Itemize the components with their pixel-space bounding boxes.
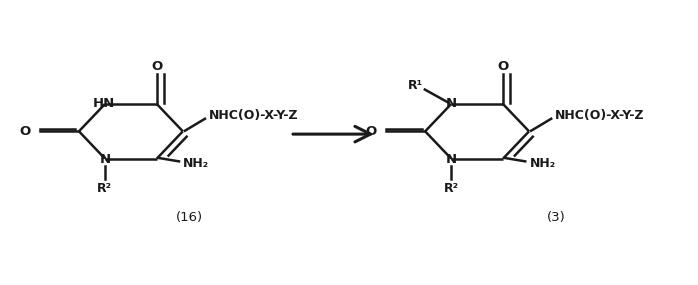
Text: N: N xyxy=(445,153,456,166)
Text: N: N xyxy=(99,153,110,166)
Text: R²: R² xyxy=(97,182,112,195)
Text: NHC(O)-X-Y-Z: NHC(O)-X-Y-Z xyxy=(556,109,645,123)
Text: NH₂: NH₂ xyxy=(183,157,209,170)
Text: R²: R² xyxy=(443,182,459,195)
Text: HN: HN xyxy=(92,97,114,110)
Text: (16): (16) xyxy=(176,211,203,225)
Text: O: O xyxy=(365,125,377,138)
Text: O: O xyxy=(151,60,163,73)
Text: O: O xyxy=(498,60,509,73)
Text: N: N xyxy=(445,97,456,110)
Text: NH₂: NH₂ xyxy=(529,157,556,170)
Text: NHC(O)-X-Y-Z: NHC(O)-X-Y-Z xyxy=(209,109,299,123)
Text: R¹: R¹ xyxy=(408,80,423,92)
Text: O: O xyxy=(19,125,31,138)
Text: (3): (3) xyxy=(547,211,566,225)
